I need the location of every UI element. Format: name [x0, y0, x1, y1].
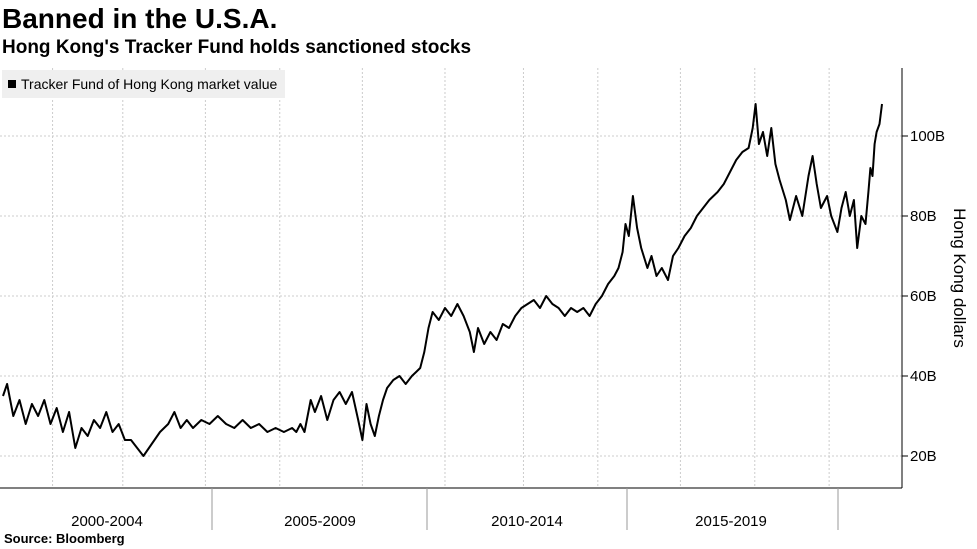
x-period-label: 2000-2004	[71, 513, 143, 530]
x-period-labels: 2000-2004 2005-2009 2010-2014 2015-2019	[71, 488, 839, 530]
chart-subtitle: Hong Kong's Tracker Fund holds sanctione…	[2, 37, 472, 58]
vertical-gridlines	[52, 68, 830, 488]
x-period-label: 2015-2019	[695, 513, 767, 530]
axes	[0, 68, 903, 489]
x-period-label: 2010-2014	[491, 513, 563, 530]
horizontal-gridlines	[0, 135, 902, 457]
legend-label: Tracker Fund of Hong Kong market value	[21, 76, 278, 92]
y-tick-label: 100B	[910, 128, 945, 145]
chart-title: Banned in the U.S.A.	[2, 3, 278, 34]
legend-swatch	[8, 80, 16, 88]
y-tick-labels: 20B 40B 60B 80B 100B	[902, 128, 945, 465]
y-tick-label: 40B	[910, 368, 937, 385]
y-tick-label: 60B	[910, 288, 937, 305]
source-note: Source: Bloomberg	[4, 531, 125, 546]
series-group	[2, 103, 883, 457]
x-period-label: 2005-2009	[284, 513, 356, 530]
y-axis-title: Hong Kong dollars	[950, 208, 969, 348]
series-line	[2, 103, 883, 457]
y-tick-label: 20B	[910, 448, 937, 465]
y-tick-label: 80B	[910, 208, 937, 225]
legend: Tracker Fund of Hong Kong market value	[2, 70, 286, 98]
